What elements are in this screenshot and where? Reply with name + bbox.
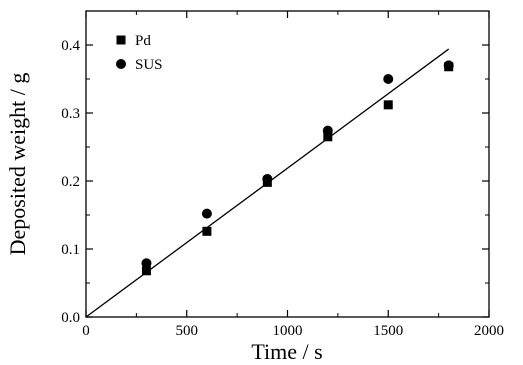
data-point-pd [323, 132, 333, 142]
y-axis-title: Deposited weight / g [5, 73, 30, 256]
data-point-pd [383, 100, 393, 110]
data-point-sus [262, 173, 273, 184]
data-point-pd [202, 226, 212, 236]
x-axis-title: Time / s [251, 339, 322, 364]
y-tick-label: 0.0 [61, 310, 80, 326]
x-tick-label: 0 [82, 323, 90, 339]
y-tick-label: 0.4 [61, 38, 80, 54]
x-tick-label: 1000 [273, 323, 303, 339]
x-tick-label: 2000 [474, 323, 504, 339]
x-tick-label: 500 [176, 323, 199, 339]
data-point-sus [201, 208, 212, 219]
data-marks [85, 48, 454, 318]
y-tick-label: 0.3 [61, 106, 80, 122]
tick-labels: 0 500 1000 1500 2000 0.0 0.1 0.2 0.3 0.4 [61, 38, 504, 339]
legend: Pd SUS [116, 33, 163, 73]
data-point-pd [141, 266, 151, 276]
data-point-sus [443, 60, 454, 71]
x-tick-label: 1500 [373, 323, 403, 339]
data-point-sus [141, 258, 152, 269]
y-tick-label: 0.1 [61, 242, 80, 258]
legend-label-sus: SUS [135, 57, 163, 73]
axis-ticks [85, 11, 490, 318]
y-tick-label: 0.2 [61, 174, 80, 190]
data-point-sus [322, 125, 333, 136]
data-point-sus [383, 74, 394, 84]
legend-marker-pd [116, 35, 126, 45]
legend-marker-sus [116, 59, 126, 69]
legend-label-pd: Pd [135, 33, 151, 49]
